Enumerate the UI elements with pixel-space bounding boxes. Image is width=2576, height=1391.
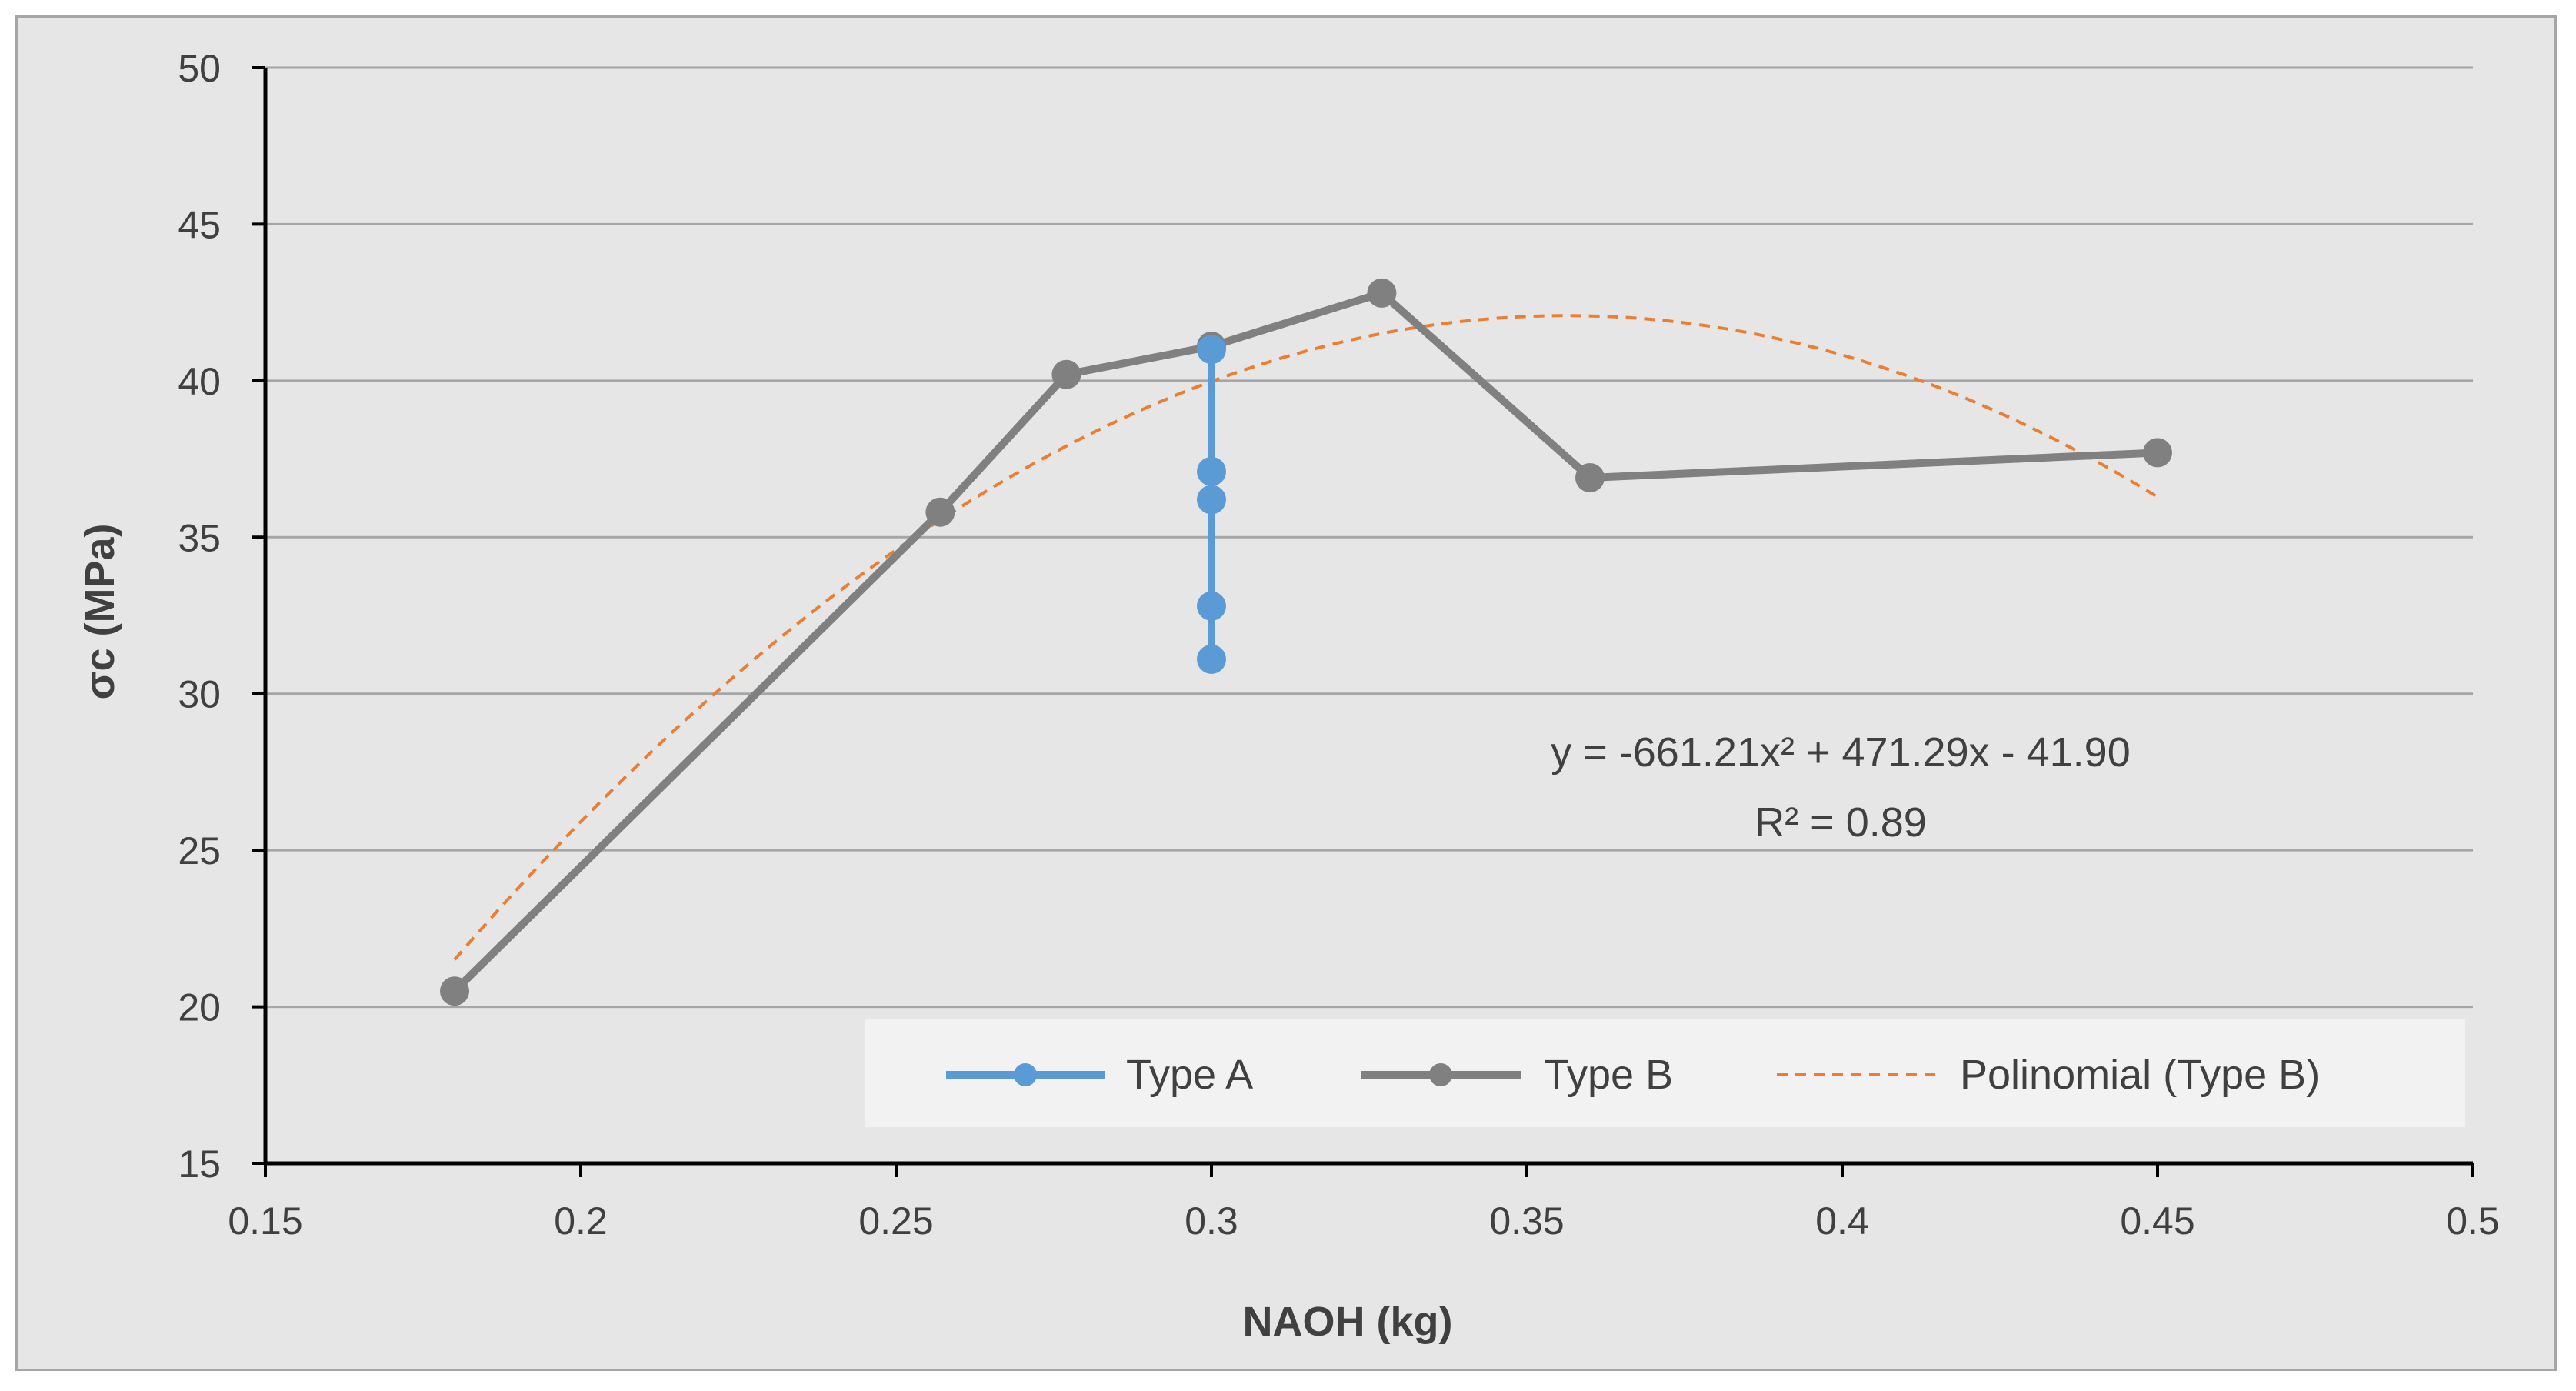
legend-type-a-marker (1014, 1063, 1037, 1086)
y-tick-label: 40 (178, 360, 221, 403)
x-tick-label: 0.35 (1489, 1199, 1564, 1243)
y-tick-label: 25 (178, 829, 221, 872)
x-tick-label: 0.5 (2446, 1199, 2500, 1243)
x-tick-label: 0.15 (228, 1199, 302, 1243)
x-tick-label: 0.25 (858, 1199, 933, 1243)
legend-poly-label: Polinomial (Type B) (1960, 1052, 2320, 1098)
data-point-type-b (925, 497, 955, 527)
y-tick-label: 35 (178, 516, 221, 559)
legend-box (865, 1019, 2465, 1127)
data-point-type-a (1197, 591, 1226, 621)
y-tick-label: 45 (178, 203, 221, 246)
grid-lines (265, 66, 2473, 1009)
x-axis-title: NAOH (kg) (1243, 1299, 1453, 1345)
legend-type-b-label: Type B (1544, 1052, 1673, 1098)
data-point-type-b (2143, 438, 2172, 468)
x-tick-label: 0.3 (1185, 1199, 1238, 1243)
data-point-type-a (1197, 485, 1226, 515)
trendline-polynomial (453, 314, 2159, 961)
x-tick-label: 0.2 (554, 1199, 608, 1243)
y-tick-label: 20 (178, 986, 221, 1029)
series-layer (440, 278, 2172, 1006)
series-line-type-b (452, 289, 2158, 994)
trendline-equation: y = -661.21x² + 471.29x - 41.90 (1551, 729, 2131, 776)
trendline-r-squared: R² = 0.89 (1755, 799, 1927, 846)
data-point-type-b (1575, 462, 1605, 492)
x-tick-label: 0.4 (1815, 1199, 1869, 1243)
data-point-type-b (1051, 359, 1081, 389)
y-tick-label: 30 (178, 673, 221, 716)
data-point-type-a (1197, 335, 1226, 365)
y-tick-label: 50 (178, 47, 221, 90)
axes (252, 66, 2474, 1177)
y-tick-label: 15 (178, 1142, 221, 1186)
legend: Type A Type B Polinomial (Type B) (865, 1019, 2465, 1127)
x-tick-label: 0.45 (2120, 1199, 2194, 1243)
tick-labels: 15 20 25 30 35 40 45 50 0.15 0.2 0.25 0.3 0.35 0.4 0.4… (178, 47, 2499, 1243)
y-axis-title: σc (MPa) (77, 524, 123, 700)
data-point-type-b (440, 976, 469, 1006)
data-point-type-b (1367, 278, 1397, 308)
data-point-type-a (1197, 456, 1226, 486)
legend-type-b-marker (1429, 1063, 1452, 1086)
legend-type-a-label: Type A (1126, 1052, 1253, 1098)
data-point-type-a (1197, 644, 1226, 674)
trendline-layer (453, 314, 2159, 961)
